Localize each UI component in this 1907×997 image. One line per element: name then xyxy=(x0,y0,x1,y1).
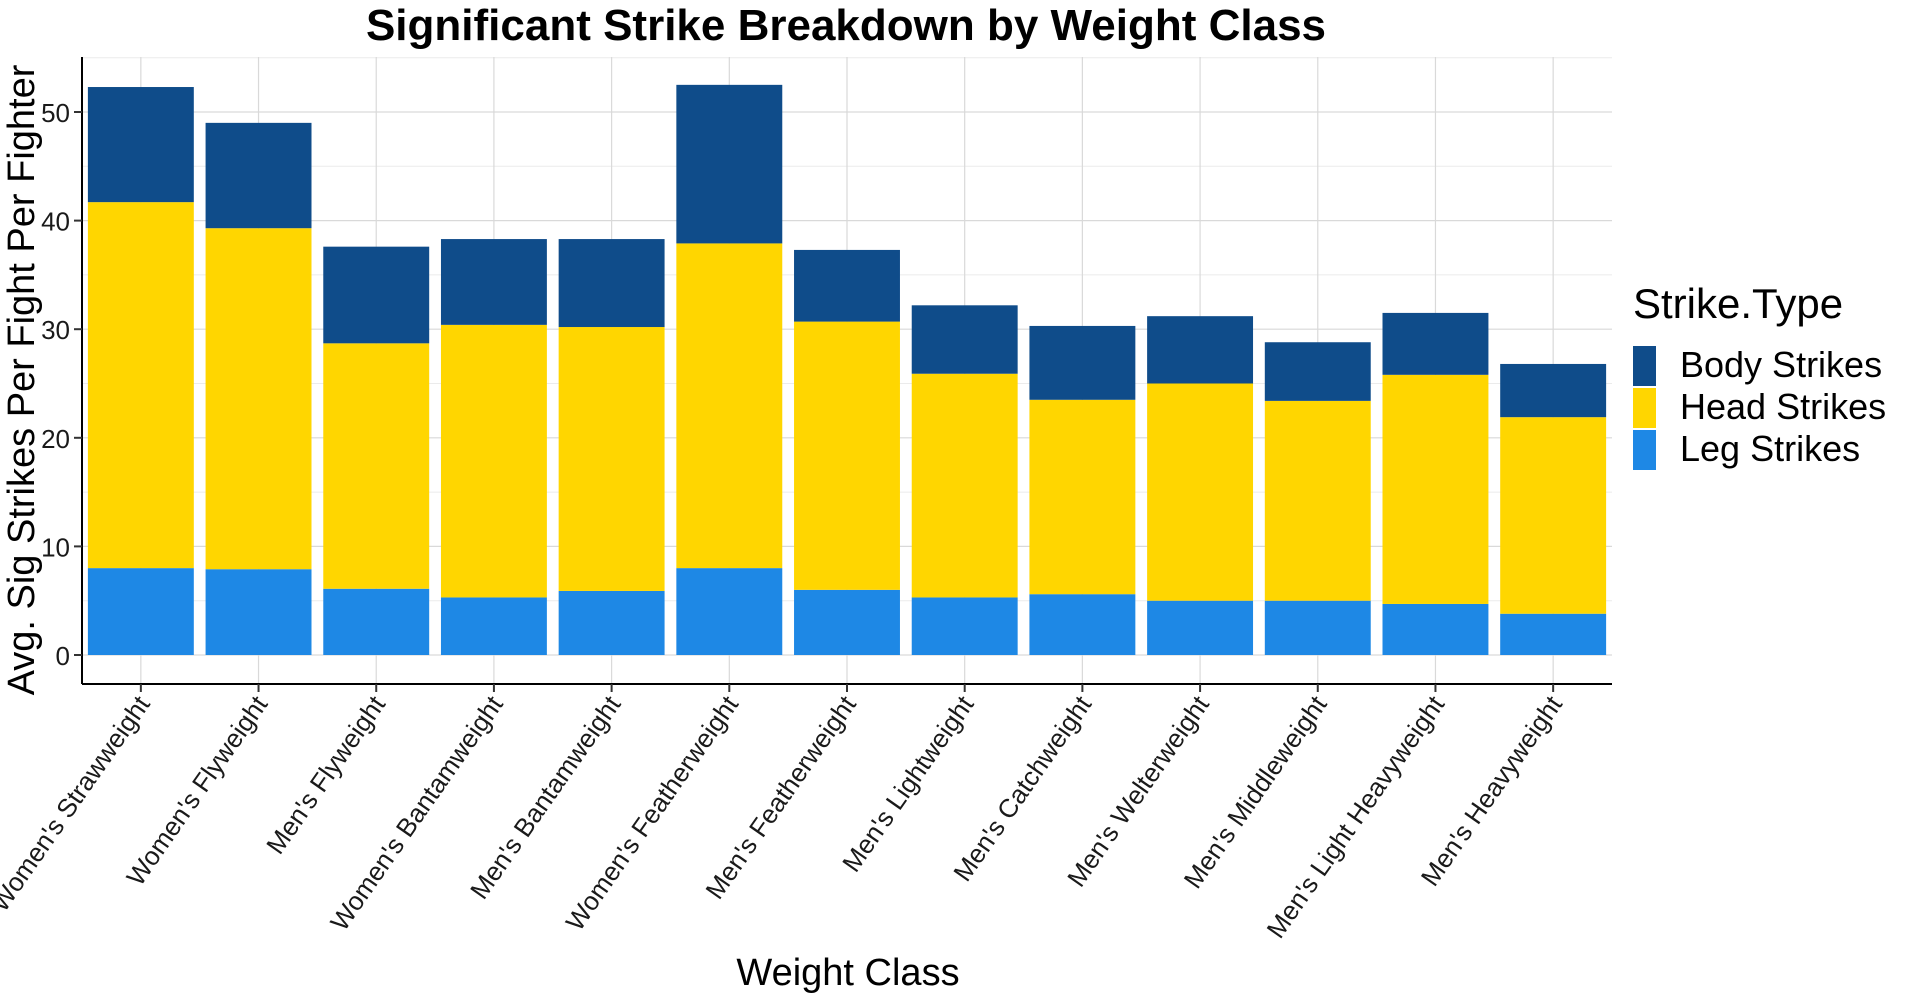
bar-segment-leg-strikes xyxy=(676,568,783,655)
bar-segment-body-strikes xyxy=(676,84,783,244)
bar-segment-head-strikes xyxy=(558,327,665,591)
bar-segment-body-strikes xyxy=(558,239,665,328)
bar-segment-leg-strikes xyxy=(440,597,547,655)
bar-segment-leg-strikes xyxy=(558,590,665,655)
bar-segment-head-strikes xyxy=(87,202,194,569)
legend-key xyxy=(1633,388,1656,428)
bar-segment-leg-strikes xyxy=(205,569,312,655)
bar-segment-head-strikes xyxy=(440,324,547,598)
bar-stack xyxy=(1264,342,1371,655)
y-axis-title: Avg. Sig Strikes Per Fight Per Fighter xyxy=(1,64,43,695)
bar-segment-head-strikes xyxy=(1500,417,1607,614)
chart-title: Significant Strike Breakdown by Weight C… xyxy=(366,1,1326,50)
bar-stack xyxy=(794,249,900,655)
bar-stack xyxy=(87,87,194,655)
bar-segment-body-strikes xyxy=(205,122,312,229)
y-tick-label: 50 xyxy=(41,98,70,128)
legend-title: Strike.Type xyxy=(1633,280,1843,327)
bar-stack xyxy=(1382,312,1489,655)
y-tick-label: 20 xyxy=(41,424,70,454)
bar-segment-body-strikes xyxy=(1029,325,1136,400)
bar-segment-head-strikes xyxy=(205,228,312,570)
bar-segment-head-strikes xyxy=(1382,374,1489,604)
bar-stack xyxy=(440,239,547,655)
bar-segment-body-strikes xyxy=(323,246,430,344)
bar-stack xyxy=(1500,363,1607,655)
y-tick-label: 40 xyxy=(41,207,70,237)
bar-segment-head-strikes xyxy=(1029,399,1136,595)
bar-segment-body-strikes xyxy=(1264,342,1371,401)
bar-segment-leg-strikes xyxy=(323,588,430,655)
y-tick-label: 10 xyxy=(41,532,70,562)
legend-key xyxy=(1633,346,1656,386)
bar-stack xyxy=(323,246,430,655)
bar-segment-head-strikes xyxy=(911,373,1018,598)
bar-segment-leg-strikes xyxy=(1029,594,1136,655)
x-tick-label: Men's Flyweight xyxy=(260,690,391,860)
bar-segment-body-strikes xyxy=(794,249,900,322)
bar-segment-body-strikes xyxy=(1147,316,1254,384)
bar-segment-head-strikes xyxy=(676,243,783,569)
bar-segment-leg-strikes xyxy=(1382,603,1489,655)
bar-segment-body-strikes xyxy=(1382,312,1489,375)
bar-segment-leg-strikes xyxy=(1500,613,1607,655)
bar-segment-head-strikes xyxy=(1147,383,1254,601)
bar-segment-leg-strikes xyxy=(911,597,1018,655)
x-axis-title: Weight Class xyxy=(736,952,959,994)
legend-label: Head Strikes xyxy=(1680,386,1886,427)
y-tick-label: 30 xyxy=(41,315,70,345)
bar-segment-head-strikes xyxy=(1264,400,1371,601)
bar-segment-head-strikes xyxy=(323,343,430,589)
bar-stack xyxy=(676,84,783,655)
bar-segment-body-strikes xyxy=(1500,363,1607,418)
y-axis-ticks: 0 10 20 30 40 50 xyxy=(41,98,82,671)
legend-label: Leg Strikes xyxy=(1680,428,1860,469)
bar-segment-head-strikes xyxy=(794,321,900,590)
bar-segment-leg-strikes xyxy=(794,589,900,655)
bar-stack xyxy=(1147,316,1254,655)
bar-stack xyxy=(911,305,1018,655)
bar-segment-leg-strikes xyxy=(87,568,194,655)
legend-label: Body Strikes xyxy=(1680,344,1882,385)
bar-segment-body-strikes xyxy=(440,239,547,325)
y-tick-label: 0 xyxy=(56,641,70,671)
legend-key xyxy=(1633,430,1656,470)
bar-segment-leg-strikes xyxy=(1264,600,1371,655)
bar-stack xyxy=(1029,325,1136,655)
bar-segment-body-strikes xyxy=(911,305,1018,374)
bar-segment-leg-strikes xyxy=(1147,600,1254,655)
x-tick-label: Men's Lightweight xyxy=(836,690,980,878)
bar-segment-body-strikes xyxy=(87,87,194,203)
bar-stack xyxy=(205,122,312,655)
bars-layer xyxy=(87,84,1607,655)
bar-stack xyxy=(558,239,665,655)
